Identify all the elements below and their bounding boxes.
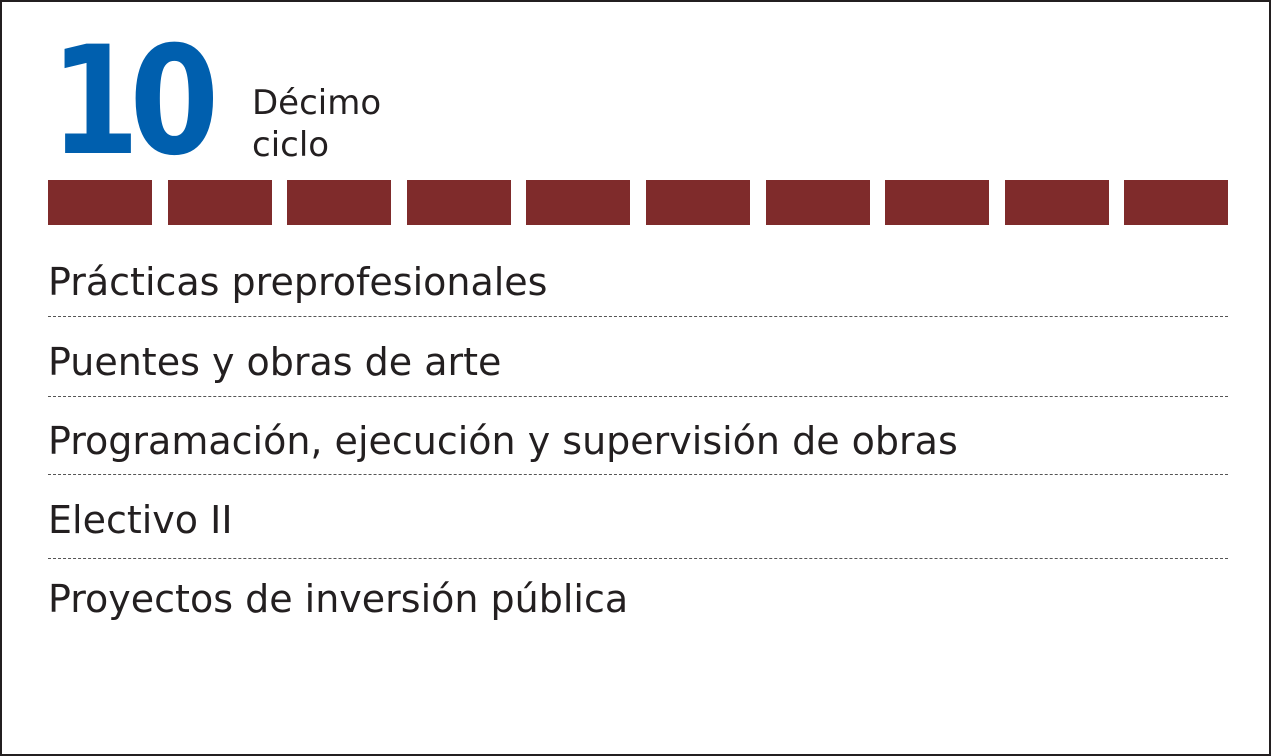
cycle-label: Décimo ciclo <box>252 82 381 166</box>
course-divider <box>48 396 1228 397</box>
progress-segment <box>1124 180 1228 225</box>
course-divider <box>48 316 1228 317</box>
course-divider <box>48 474 1228 475</box>
progress-segment <box>766 180 870 225</box>
cycle-label-line2: ciclo <box>252 125 330 165</box>
cycle-progress-bar <box>48 180 1228 225</box>
progress-segment <box>526 180 630 225</box>
course-item: Proyectos de inversión pública <box>48 577 629 621</box>
cycle-number: 10 <box>50 15 219 189</box>
progress-segment <box>885 180 989 225</box>
course-item: Puentes y obras de arte <box>48 340 502 384</box>
course-item: Programación, ejecución y supervisión de… <box>48 419 958 463</box>
progress-segment <box>1005 180 1109 225</box>
course-divider <box>48 558 1228 559</box>
cycle-label-line1: Décimo <box>252 83 382 123</box>
progress-segment <box>48 180 152 225</box>
progress-segment <box>646 180 750 225</box>
progress-segment <box>407 180 511 225</box>
course-item: Prácticas preprofesionales <box>48 260 548 304</box>
progress-segment <box>168 180 272 225</box>
progress-segment <box>287 180 391 225</box>
course-item: Electivo II <box>48 498 233 542</box>
